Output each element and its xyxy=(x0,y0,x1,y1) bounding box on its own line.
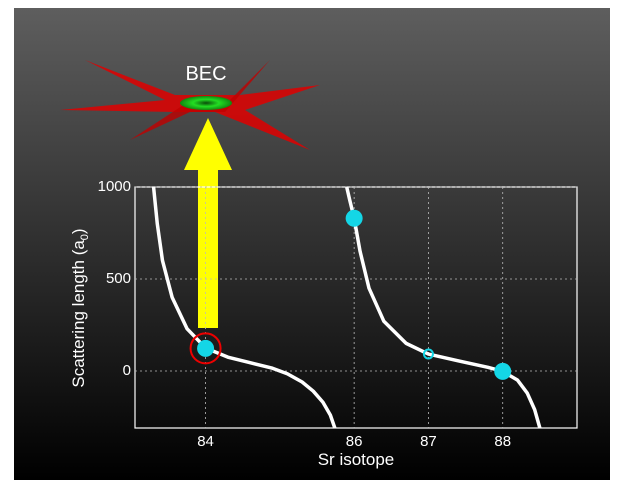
x-tick-label: 86 xyxy=(346,433,363,450)
y-tick-label: 0 xyxy=(123,362,131,379)
data-point xyxy=(494,363,511,380)
data-point xyxy=(197,340,214,357)
data-point xyxy=(346,210,363,227)
y-axis-label: Scattering length (a0) xyxy=(69,228,91,387)
y-tick-label: 500 xyxy=(106,270,131,287)
x-axis-label: Sr isotope xyxy=(318,450,395,469)
figure: BEC Sr isotope Scattering length (a0) 0 5… xyxy=(0,0,624,495)
y-label-text: Scattering length (a xyxy=(69,240,88,388)
y-tick-label: 1000 xyxy=(98,178,131,195)
y-label-suffix: ) xyxy=(69,228,88,234)
bec-label: BEC xyxy=(185,63,226,85)
background xyxy=(14,8,610,480)
bec-cloud xyxy=(180,96,232,110)
x-tick-label: 87 xyxy=(420,433,437,450)
x-tick-label: 84 xyxy=(197,433,214,450)
x-tick-label: 88 xyxy=(494,433,511,450)
